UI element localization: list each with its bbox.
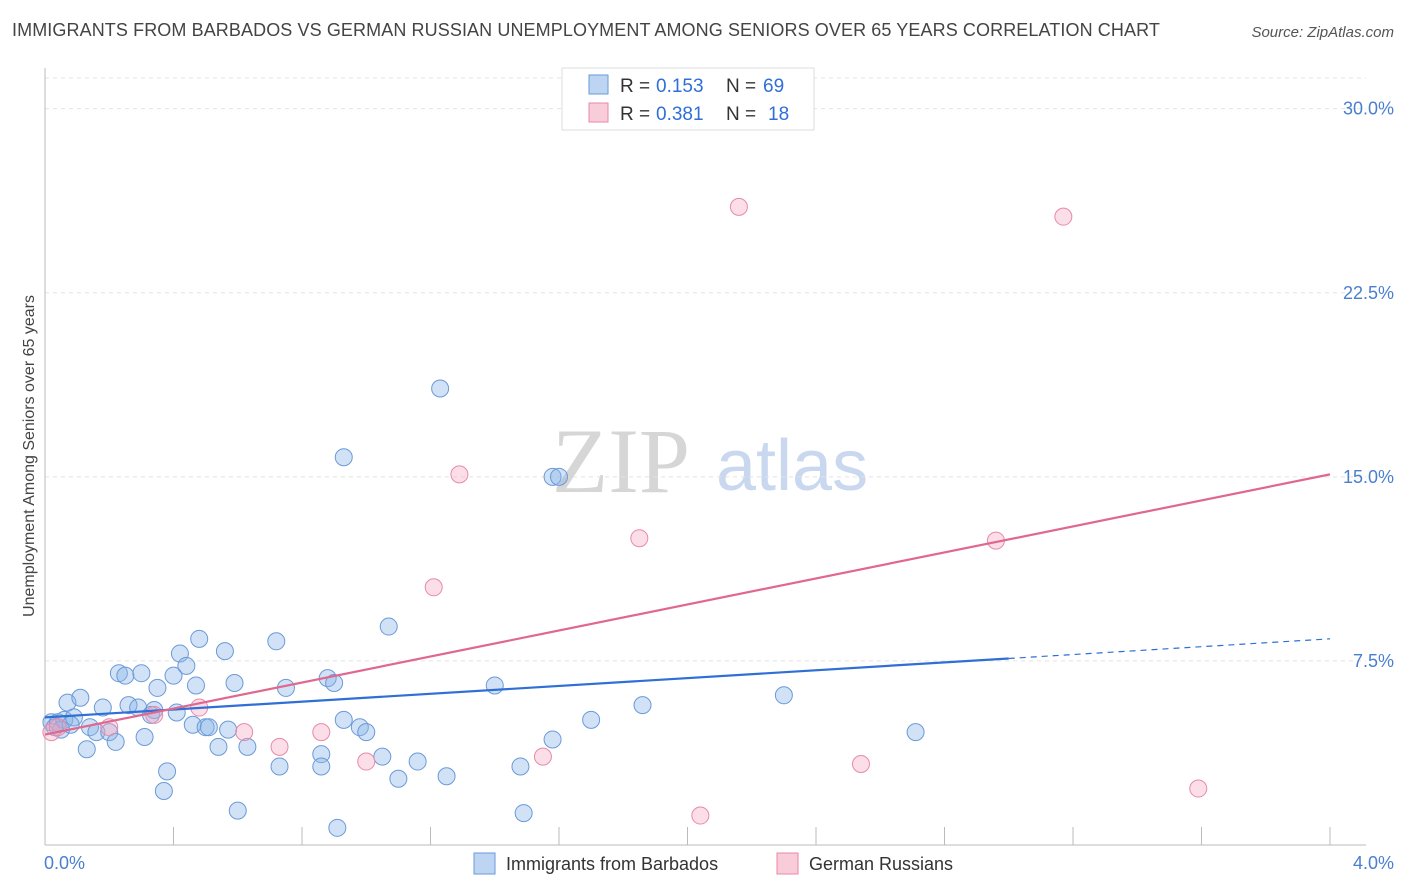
y-tick-label: 7.5%: [1353, 651, 1394, 671]
correlation-legend: R = 0.153 N = 69 R = 0.381 N = 18: [561, 67, 815, 131]
point-barbados: [100, 723, 119, 742]
x-axis-max-label: 4.0%: [1353, 853, 1394, 873]
legend-r-value-barbados: 0.153: [656, 76, 704, 97]
point-german-russians: [312, 723, 331, 742]
point-german-russians: [424, 578, 443, 597]
point-barbados: [906, 723, 925, 742]
point-barbados: [328, 818, 347, 837]
point-barbados: [325, 674, 344, 693]
point-barbados: [543, 467, 562, 486]
y-tick-labels: 7.5% 15.0% 22.5% 30.0%: [1343, 99, 1394, 671]
point-barbados: [550, 467, 568, 486]
point-german-russians: [1054, 207, 1073, 226]
point-barbados: [116, 666, 135, 685]
point-barbados: [485, 676, 504, 695]
point-german-russians: [450, 465, 469, 484]
point-german-russians: [1189, 779, 1208, 798]
legend-swatch-barbados: [588, 74, 609, 95]
point-barbados: [164, 666, 183, 685]
legend-r-value-german-russians: 0.381: [656, 104, 704, 125]
point-barbados: [148, 678, 167, 697]
axes: [44, 68, 1366, 846]
legend-n-value-german-russians: 18: [768, 104, 789, 125]
point-barbados: [774, 686, 793, 705]
y-tick-label: 30.0%: [1343, 99, 1394, 119]
point-barbados: [215, 642, 234, 661]
series-legend: Immigrants from Barbados German Russians: [473, 852, 953, 875]
point-barbados: [177, 656, 196, 675]
point-barbados: [190, 629, 209, 648]
x-axis-min-label: 0.0%: [44, 853, 85, 873]
point-barbados: [511, 757, 530, 776]
point-barbados: [71, 688, 90, 707]
chart-source: Source: ZipAtlas.com: [1251, 24, 1394, 41]
legend-r-label-german-russians: R =: [620, 104, 650, 125]
legend-r-label-barbados: R =: [620, 76, 650, 97]
x-ticks: [173, 827, 1331, 845]
watermark-zip: ZIP: [552, 410, 690, 512]
series-legend-label-german-russians: German Russians: [809, 854, 953, 874]
point-barbados: [312, 757, 331, 776]
trend-lines: [44, 473, 1331, 736]
watermark: ZIP atlas: [552, 410, 868, 512]
point-german-russians: [630, 529, 649, 548]
point-barbados: [431, 379, 450, 398]
point-german-russians: [270, 737, 289, 756]
point-barbados: [389, 769, 408, 788]
point-barbados: [373, 747, 392, 766]
point-barbados: [238, 737, 257, 756]
point-barbados: [267, 632, 286, 651]
point-barbados: [633, 696, 652, 715]
point-german-russians: [851, 755, 870, 774]
point-barbados: [219, 720, 238, 739]
point-barbados: [209, 737, 228, 756]
point-german-russians: [691, 806, 710, 825]
watermark-atlas: atlas: [716, 426, 868, 506]
point-barbados: [312, 745, 331, 764]
y-tick-label: 15.0%: [1343, 467, 1394, 487]
point-barbados: [199, 718, 218, 737]
point-barbados: [437, 767, 456, 786]
point-german-russians: [357, 752, 376, 771]
series-legend-label-barbados: Immigrants from Barbados: [506, 854, 718, 874]
point-barbados: [225, 674, 244, 693]
point-barbados: [334, 710, 353, 729]
legend-n-label-german-russians: N =: [726, 104, 756, 125]
trend-line-german-russians: [44, 473, 1331, 736]
legend-n-label-barbados: N =: [726, 76, 756, 97]
point-barbados: [582, 710, 601, 729]
y-tick-label: 22.5%: [1343, 283, 1394, 303]
point-barbados: [132, 664, 151, 683]
legend-n-value-barbados: 69: [763, 76, 784, 97]
trend-line-barbados-extension: [1008, 638, 1331, 660]
point-german-russians: [533, 747, 552, 766]
legend-swatch-german-russians: [588, 102, 609, 123]
trend-line-barbados: [44, 657, 1009, 719]
point-barbados: [154, 782, 173, 801]
point-barbados: [514, 804, 533, 823]
point-barbados: [270, 757, 289, 776]
gridlines: [45, 77, 1366, 662]
y-axis-label: Unemployment Among Seniors over 65 years: [21, 295, 38, 617]
point-barbados: [158, 762, 177, 781]
point-german-russians: [145, 705, 164, 724]
point-barbados: [77, 740, 96, 759]
series-legend-swatch-german-russians: [776, 852, 799, 875]
point-barbados: [334, 448, 353, 467]
point-barbados: [408, 752, 427, 771]
point-barbados: [135, 728, 154, 747]
chart-title: IMMIGRANTS FROM BARBADOS VS GERMAN RUSSI…: [12, 20, 1160, 40]
point-barbados: [186, 676, 205, 695]
point-barbados: [93, 698, 112, 717]
point-barbados: [543, 730, 562, 749]
point-barbados: [228, 801, 247, 820]
series-legend-swatch-barbados: [473, 852, 496, 875]
point-barbados: [357, 723, 376, 742]
point-barbados: [379, 617, 398, 636]
point-german-russians: [729, 197, 748, 216]
point-german-russians: [235, 723, 254, 742]
